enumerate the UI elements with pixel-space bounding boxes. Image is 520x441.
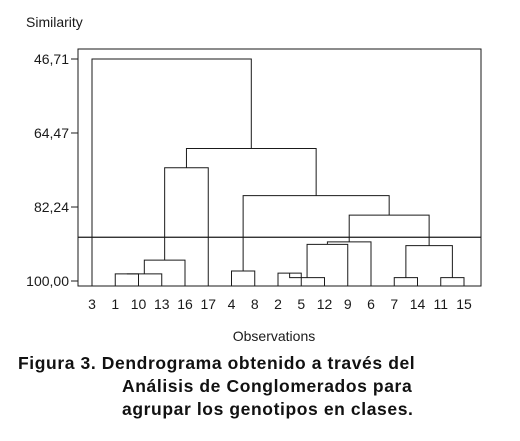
dendrogram-link [393,277,418,286]
x-leaf-label: 3 [88,296,96,312]
dendrogram-link [242,195,390,272]
x-leaf-label: 11 [433,296,448,312]
dendrogram-link [185,148,317,196]
x-leaf-label: 9 [344,296,352,312]
caption-line-3: agrupar los genotipos en clases. [122,399,414,419]
x-leaf-label: 12 [317,296,333,312]
y-axis-label: Similarity [26,14,83,30]
y-axis-ticks: 46,71 64,47 82,24 100,00 [26,51,78,289]
y-tick-label: 82,24 [34,199,69,215]
dendrogram-link [326,241,372,286]
x-leaf-label: 2 [274,296,282,312]
dendrogram-link [440,277,465,286]
plot-frame [77,48,482,287]
x-leaf-label: 1 [111,296,119,312]
dendrogram-link [231,270,256,286]
y-tick-label: 46,71 [34,51,69,67]
dendrogram-link [306,243,349,286]
dendrogram-chart: Similarity 46,71 64,47 82,24 100,00 3 1 10 13 1… [26,14,482,344]
dendrogram-link [114,273,139,286]
x-leaf-label: 7 [390,296,398,312]
x-leaf-label: 13 [154,296,170,312]
dendrogram-link [164,167,209,286]
x-leaf-label: 17 [200,296,216,312]
dendrogram-link [348,214,430,246]
caption-line-1: Figura 3. Dendrograma obtenido a través … [18,353,416,373]
x-leaf-label: 8 [251,296,259,312]
x-leaf-label: 15 [456,296,472,312]
x-axis-label: Observations [233,328,315,344]
dendrogram-link [126,273,163,286]
x-leaf-label: 16 [177,296,193,312]
dendrogram-link [405,245,453,278]
dendrogram-link [91,58,252,286]
x-leaf-label: 6 [367,296,375,312]
x-leaf-label: 10 [131,296,147,312]
caption-line-2: Análisis de Conglomerados para [122,376,413,396]
x-leaf-label: 5 [297,296,305,312]
y-tick-label: 64,47 [34,125,69,141]
x-leaf-label: 14 [410,296,426,312]
x-leaf-label: 4 [228,296,236,312]
dendrogram-link [143,259,186,286]
y-tick-label: 100,00 [26,273,69,289]
x-axis-leaf-labels: 3 1 10 13 16 17 4 8 2 5 12 9 6 7 14 11 15 [88,296,472,312]
figure-caption: Figura 3. Dendrograma obtenido a través … [18,352,508,421]
dendrogram-links [91,58,465,286]
